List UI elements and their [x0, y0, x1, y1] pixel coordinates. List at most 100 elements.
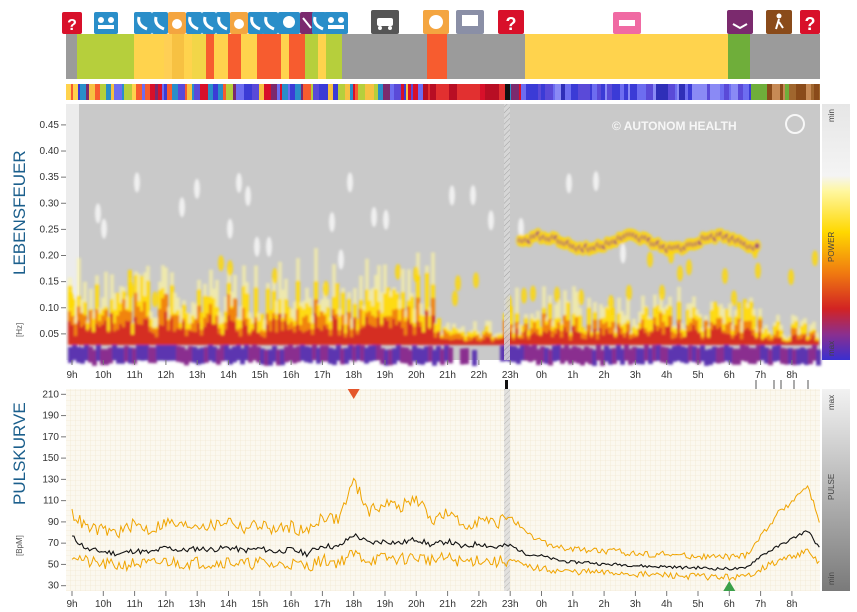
phone-call-icon[interactable] [248, 12, 264, 34]
heat-cell [251, 331, 255, 345]
phone-call-icon[interactable] [262, 12, 278, 34]
heat-cell [628, 348, 633, 365]
heat-cell [812, 335, 816, 345]
phone-call-icon[interactable] [216, 12, 230, 34]
meeting-icon[interactable] [94, 12, 118, 34]
intensity-segment [100, 84, 106, 100]
reading-icon[interactable] [727, 10, 753, 34]
x-tick-label: 22h [471, 370, 488, 381]
phone-call-icon[interactable] [312, 12, 326, 34]
intensity-segment [811, 84, 814, 100]
intensity-segment [319, 84, 325, 100]
meeting-icon[interactable] [324, 12, 348, 34]
car-icon[interactable] [371, 10, 399, 34]
heat-cell [736, 348, 741, 365]
x-tick-label: 11h [127, 599, 143, 610]
heat-cell [312, 344, 317, 361]
food-icon[interactable] [423, 10, 449, 34]
pulse-mean-line [71, 530, 820, 571]
y-tick-label: 30 [48, 581, 60, 592]
unknown-activity-icon[interactable]: ? [800, 10, 820, 34]
heat-cell [689, 330, 693, 345]
intensity-segment [86, 84, 89, 100]
intensity-segment [814, 84, 819, 100]
x-tick-label: 0h [536, 599, 547, 610]
pulse-panel [66, 389, 820, 591]
intensity-segment [280, 84, 282, 100]
heat-cell [485, 336, 489, 345]
intensity-segment [233, 84, 236, 100]
intensity-segment [277, 84, 280, 100]
heat-cell [731, 290, 737, 307]
y-tick-label: 0.25 [40, 224, 60, 235]
heat-cell [232, 346, 237, 363]
heat-cell [584, 339, 588, 345]
intensity-segment [187, 84, 192, 100]
heat-cell [329, 212, 335, 233]
heat-cell [665, 326, 669, 345]
food-icon[interactable] [168, 12, 186, 34]
heat-cell [252, 344, 257, 361]
work-icon[interactable] [300, 12, 314, 34]
intensity-segment [208, 84, 213, 100]
heat-cell [647, 335, 651, 345]
intensity-segment [325, 84, 328, 100]
walking-icon[interactable] [766, 10, 792, 34]
intensity-segment [408, 84, 411, 100]
watermark: © AUTONOM HEALTH [612, 119, 737, 133]
heat-cell [353, 319, 357, 345]
heat-cell [376, 344, 381, 361]
heat-cell [281, 330, 285, 345]
heat-cell [476, 335, 480, 345]
heat-cell [92, 318, 96, 345]
intensity-segment [653, 84, 656, 100]
heat-cell [404, 321, 408, 345]
heat-cell [809, 333, 813, 345]
x-tick-label: 7h [755, 599, 766, 610]
x-tick-label: 1h [567, 370, 578, 381]
y-tick-label: 0.15 [40, 277, 60, 288]
food-icon[interactable] [230, 12, 248, 34]
heat-cell [338, 335, 342, 345]
x-tick-label: 20h [408, 370, 425, 381]
thinking-icon[interactable] [278, 12, 300, 34]
intensity-segment [571, 84, 578, 100]
pulse-band-line [71, 477, 820, 562]
heat-cell [371, 326, 375, 345]
phone-call-icon[interactable] [134, 12, 152, 34]
heat-cell [197, 323, 201, 345]
heat-cell [768, 349, 773, 366]
unknown-activity-icon[interactable]: ? [62, 12, 82, 34]
heat-cell [161, 298, 165, 345]
intensity-segment [383, 84, 385, 100]
phone-call-icon[interactable] [152, 12, 168, 34]
intensity-segment [685, 84, 688, 100]
heat-cell [704, 349, 709, 366]
intensity-segment [480, 84, 485, 100]
heat-cell [722, 267, 728, 284]
phone-call-icon[interactable] [202, 12, 216, 34]
heat-cell [560, 337, 564, 345]
heat-cell [674, 337, 678, 345]
heat-cell [608, 333, 612, 345]
heat-cell [74, 335, 78, 345]
phone-call-icon[interactable] [186, 12, 202, 34]
intensity-segment [164, 84, 167, 100]
heat-cell [396, 344, 401, 361]
screen-icon[interactable] [456, 10, 484, 34]
heat-cell [401, 327, 405, 345]
intensity-segment [601, 84, 605, 100]
heat-cell [362, 327, 366, 345]
intensity-segment [355, 84, 358, 100]
x-tick-label: 12h [158, 370, 175, 381]
heat-cell [515, 328, 519, 345]
intensity-segment [664, 84, 668, 100]
unknown-activity-icon[interactable]: ? [498, 10, 524, 34]
sleep-icon[interactable] [613, 12, 641, 34]
heat-cell [428, 329, 432, 345]
y-tick-label: 150 [42, 453, 59, 464]
intensity-segment [679, 84, 685, 100]
heat-cell [584, 346, 589, 363]
heat-cell [472, 349, 477, 366]
intensity-segment [457, 84, 462, 100]
